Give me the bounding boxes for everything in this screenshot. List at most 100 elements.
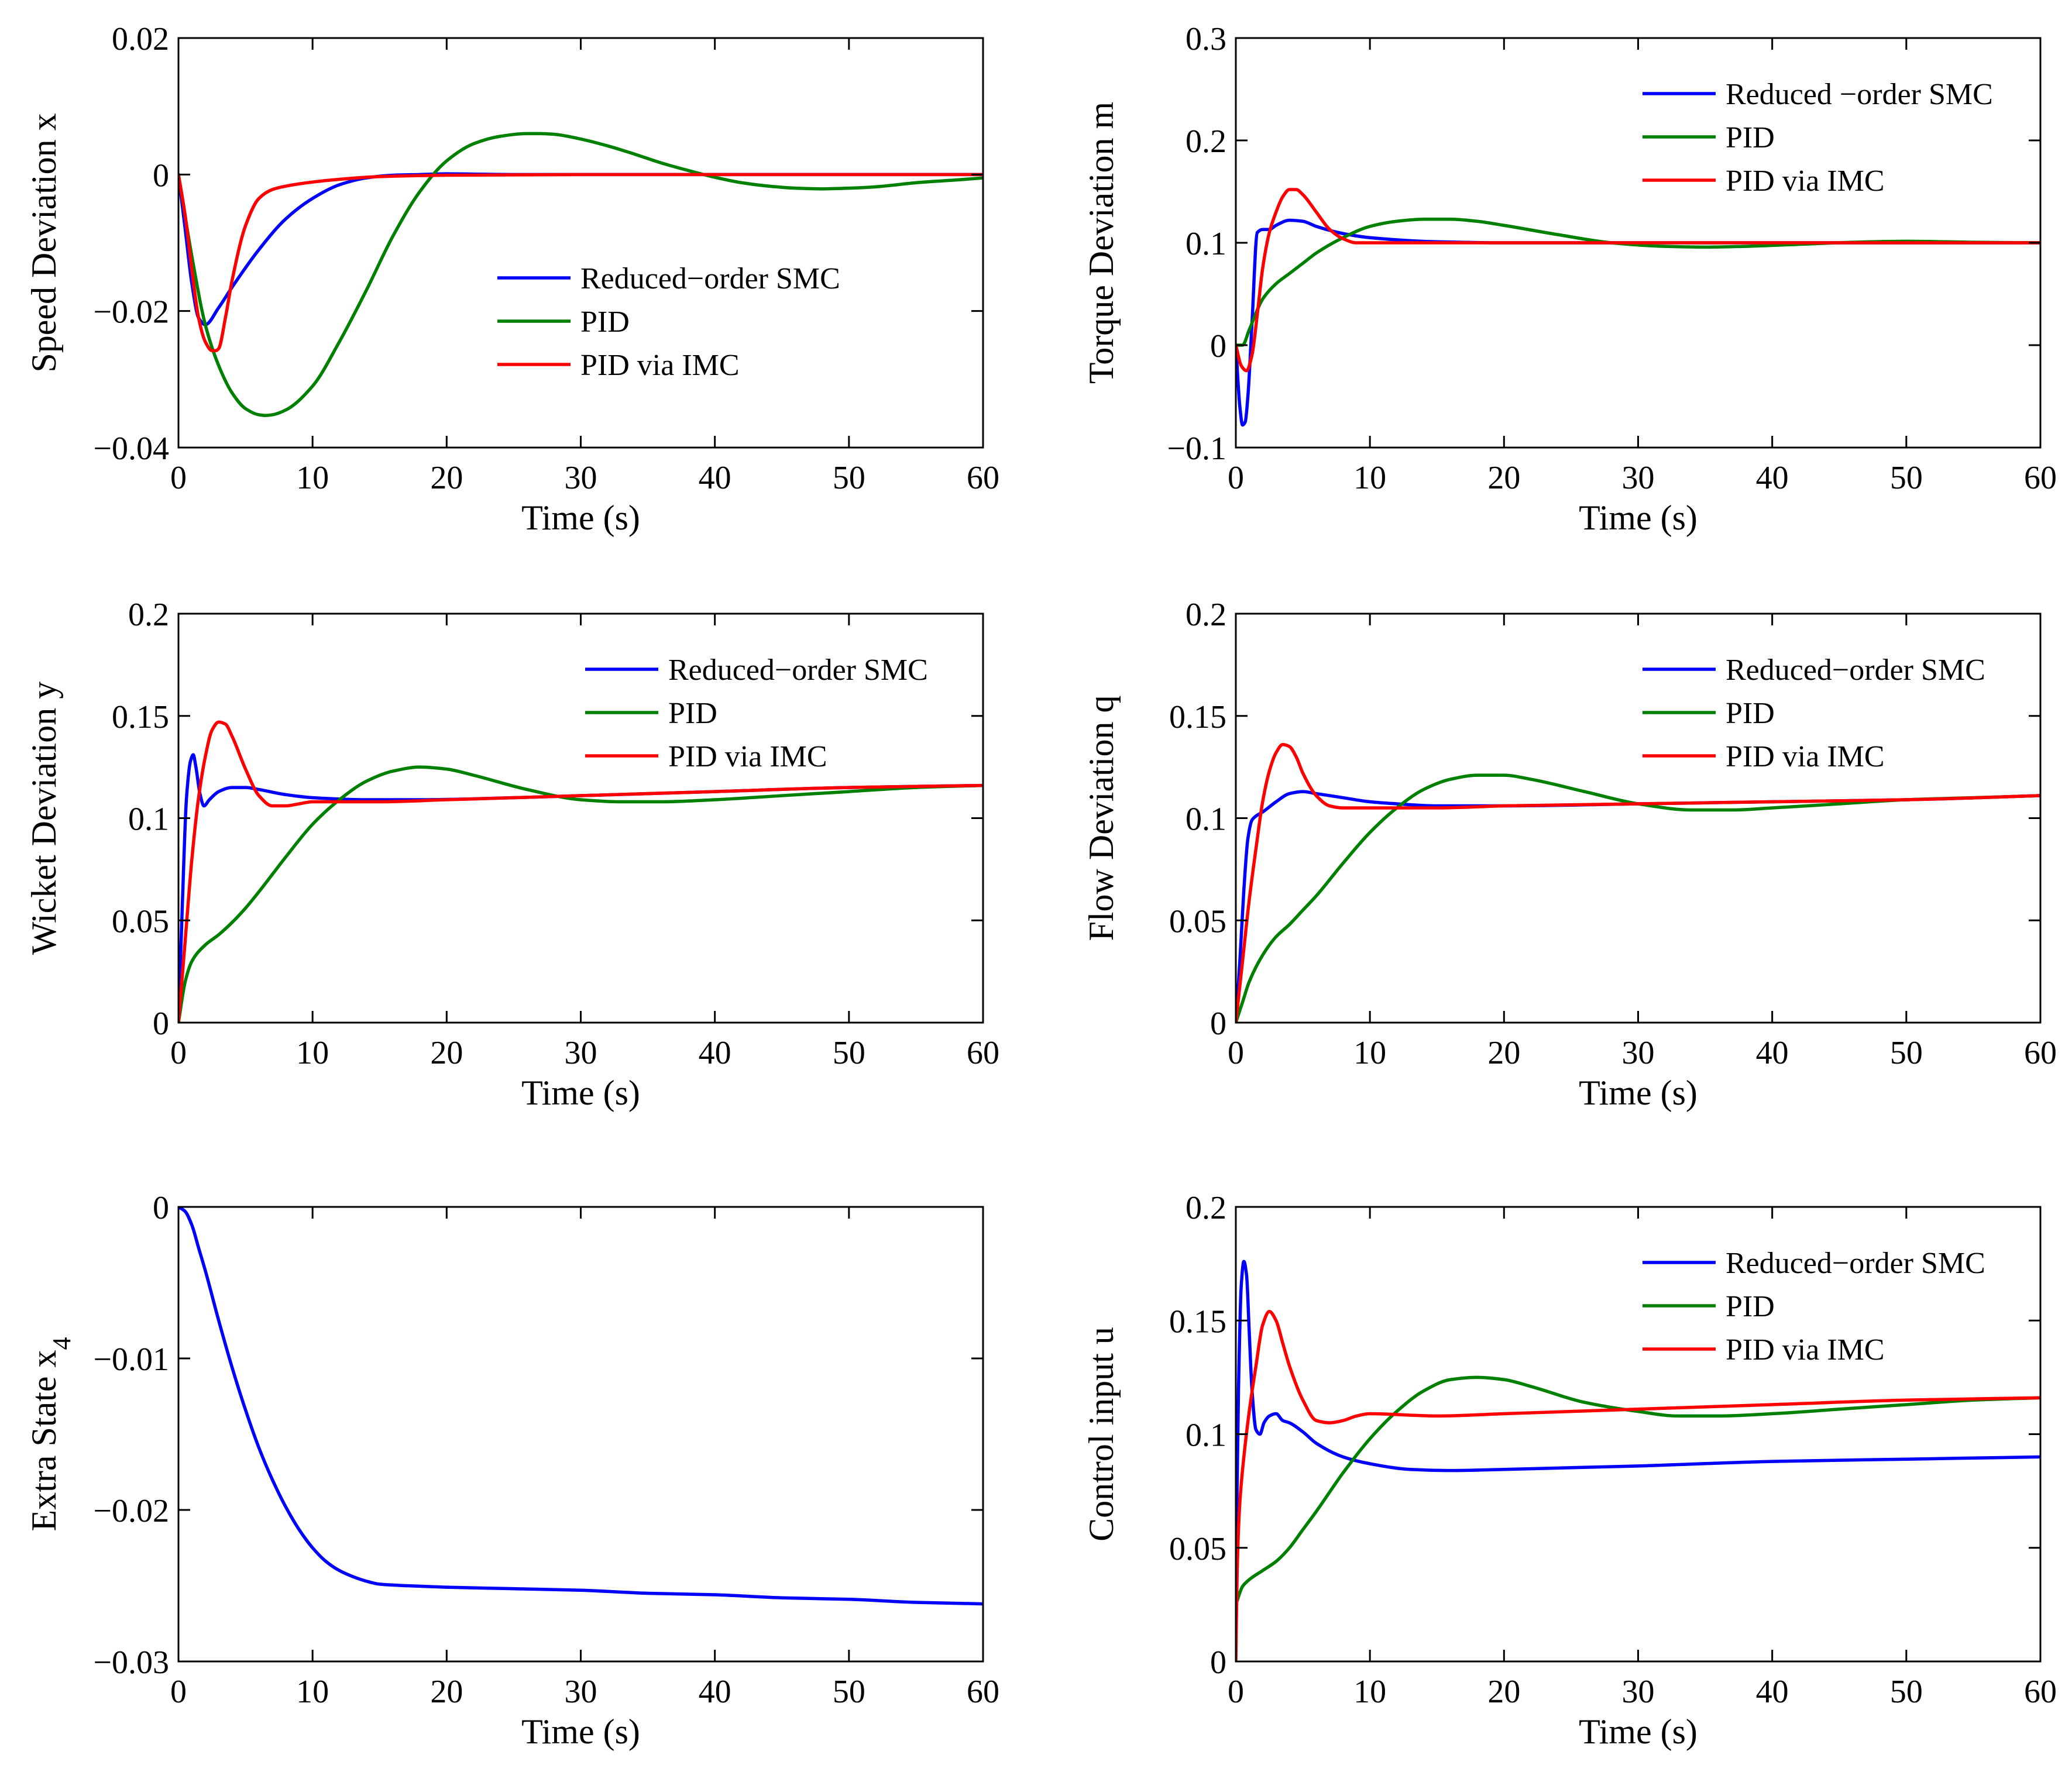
x-tick-label: 40: [699, 1674, 731, 1710]
x-tick-label: 40: [699, 1035, 731, 1071]
x-tick-label: 30: [565, 1035, 597, 1071]
chart-flow: 0 10 20 30 40 50 60 0 0.05 0.1 0.15 0.2 Time (s) Flow…: [1082, 597, 2057, 1112]
x-axis-label: Time (s): [521, 1074, 640, 1112]
x-axis-label: Time (s): [1579, 498, 1698, 537]
y-axis-label: Wicket Deviation y: [25, 682, 63, 955]
y-tick-label: 0.2: [1186, 1190, 1226, 1226]
legend-label: Reduced−order SMC: [668, 653, 928, 687]
y-tick-label: 0: [153, 1190, 169, 1226]
series-line-control-2: [1236, 1309, 2040, 1661]
legend-label: PID: [1726, 1290, 1775, 1323]
y-tick-label: −0.1: [1167, 431, 1226, 467]
legend-label: PID via IMC: [580, 349, 740, 382]
x-tick-label: 10: [296, 1035, 329, 1071]
legend: Reduced −order SMC PID PID via IMC: [1643, 78, 1993, 198]
y-tick-label: 0.1: [128, 801, 169, 838]
chart-control: 0 10 20 30 40 50 60 0 0.05 0.1 0.15 0.2 Time (s) Cont…: [1082, 1190, 2057, 1751]
legend: Reduced−order SMC PID PID via IMC: [1643, 1247, 1985, 1367]
plot-area: [1236, 1260, 2040, 1661]
x-tick-label: 50: [1890, 1674, 1923, 1710]
y-tick-label: 0: [153, 1006, 169, 1042]
x-tick-label: 10: [1353, 1035, 1386, 1071]
y-tick-label: 0.2: [128, 597, 169, 633]
y-tick-label: 0.2: [1186, 597, 1226, 633]
x-tick-label: 60: [967, 460, 999, 496]
x-tick-label: 20: [430, 1674, 463, 1710]
y-tick-label: −0.04: [93, 431, 169, 467]
legend: Reduced−order SMC PID PID via IMC: [585, 653, 928, 773]
y-tick-label: 0: [1210, 1644, 1226, 1681]
plot-area: [1236, 742, 2040, 1023]
x-tick-label: 30: [1622, 460, 1655, 496]
y-tick-label: 0: [1210, 1006, 1226, 1042]
legend-label: Reduced−order SMC: [1726, 1247, 1985, 1280]
x-tick-label: 0: [170, 1674, 187, 1710]
chart-speed: 0 10 20 30 40 50 60 −0.04 −0.02 0 0.02 Time (s) Spee…: [25, 21, 999, 537]
legend: Reduced−order SMC PID PID via IMC: [1643, 653, 1985, 773]
x-tick-label: 0: [1228, 1674, 1244, 1710]
x-tick-label: 0: [1228, 1035, 1244, 1071]
x-tick-label: 40: [1756, 1035, 1789, 1071]
legend-label: Reduced−order SMC: [1726, 653, 1985, 687]
y-tick-label: 0: [153, 157, 169, 194]
y-tick-label: 0.15: [112, 699, 169, 735]
chart-wicket: 0 10 20 30 40 50 60 0 0.05 0.1 0.15 0.2 Time (s) Wick…: [25, 597, 999, 1112]
series-line-wicket-2: [178, 720, 983, 1023]
x-tick-label: 60: [967, 1674, 999, 1710]
y-tick-label: 0.1: [1186, 226, 1226, 262]
x-tick-label: 30: [565, 460, 597, 496]
y-tick-label: 0.15: [1169, 1303, 1226, 1340]
series-line-extra-0: [178, 1207, 983, 1606]
x-tick-label: 50: [1890, 1035, 1923, 1071]
x-tick-label: 30: [1622, 1035, 1655, 1071]
plot-area: [1236, 188, 2040, 427]
y-tick-label: 0.1: [1186, 801, 1226, 838]
plot-area: [178, 1207, 983, 1606]
x-axis-label: Time (s): [521, 498, 640, 537]
legend-label: Reduced −order SMC: [1726, 78, 1993, 111]
y-tick-label: 0: [1210, 328, 1226, 364]
x-tick-label: 50: [1890, 460, 1923, 496]
legend-label: PID via IMC: [668, 740, 827, 773]
x-tick-label: 50: [833, 460, 865, 496]
series-line-flow-1: [1236, 773, 2040, 1023]
y-tick-label: 0.05: [1169, 903, 1226, 940]
x-tick-label: 60: [967, 1035, 999, 1071]
x-tick-label: 40: [699, 460, 731, 496]
series-line-control-1: [1236, 1375, 2040, 1606]
legend-label: Reduced−order SMC: [580, 262, 840, 295]
series-line-speed-2: [178, 173, 983, 353]
y-tick-label: 0.1: [1186, 1417, 1226, 1454]
x-tick-label: 10: [1353, 460, 1386, 496]
legend-label: PID: [580, 305, 630, 339]
x-tick-label: 20: [1487, 1035, 1520, 1071]
y-tick-label: −0.01: [93, 1341, 169, 1378]
x-tick-label: 20: [430, 1035, 463, 1071]
y-tick-label: 0.05: [112, 903, 169, 940]
series-line-flow-2: [1236, 742, 2040, 1023]
x-tick-label: 20: [1487, 460, 1520, 496]
x-tick-label: 50: [833, 1035, 865, 1071]
y-axis-label: Control input u: [1082, 1327, 1121, 1542]
y-tick-label: 0.2: [1186, 123, 1226, 160]
y-tick-label: −0.02: [93, 294, 169, 331]
legend: Reduced−order SMC PID PID via IMC: [497, 262, 840, 382]
x-tick-label: 20: [1487, 1674, 1520, 1710]
x-axis-label: Time (s): [1579, 1074, 1698, 1112]
legend-label: PID via IMC: [1726, 1333, 1885, 1367]
legend-label: PID: [1726, 121, 1775, 154]
x-tick-label: 60: [2024, 1674, 2057, 1710]
x-axis-label: Time (s): [521, 1712, 640, 1751]
y-tick-label: −0.02: [93, 1493, 169, 1529]
x-tick-label: 20: [430, 460, 463, 496]
x-tick-label: 30: [1622, 1674, 1655, 1710]
x-tick-label: 40: [1756, 460, 1789, 496]
legend-label: PID: [1726, 697, 1775, 730]
x-tick-label: 40: [1756, 1674, 1789, 1710]
x-tick-label: 30: [565, 1674, 597, 1710]
x-axis-label: Time (s): [1579, 1712, 1698, 1751]
x-tick-label: 10: [1353, 1674, 1386, 1710]
x-tick-label: 10: [296, 1674, 329, 1710]
